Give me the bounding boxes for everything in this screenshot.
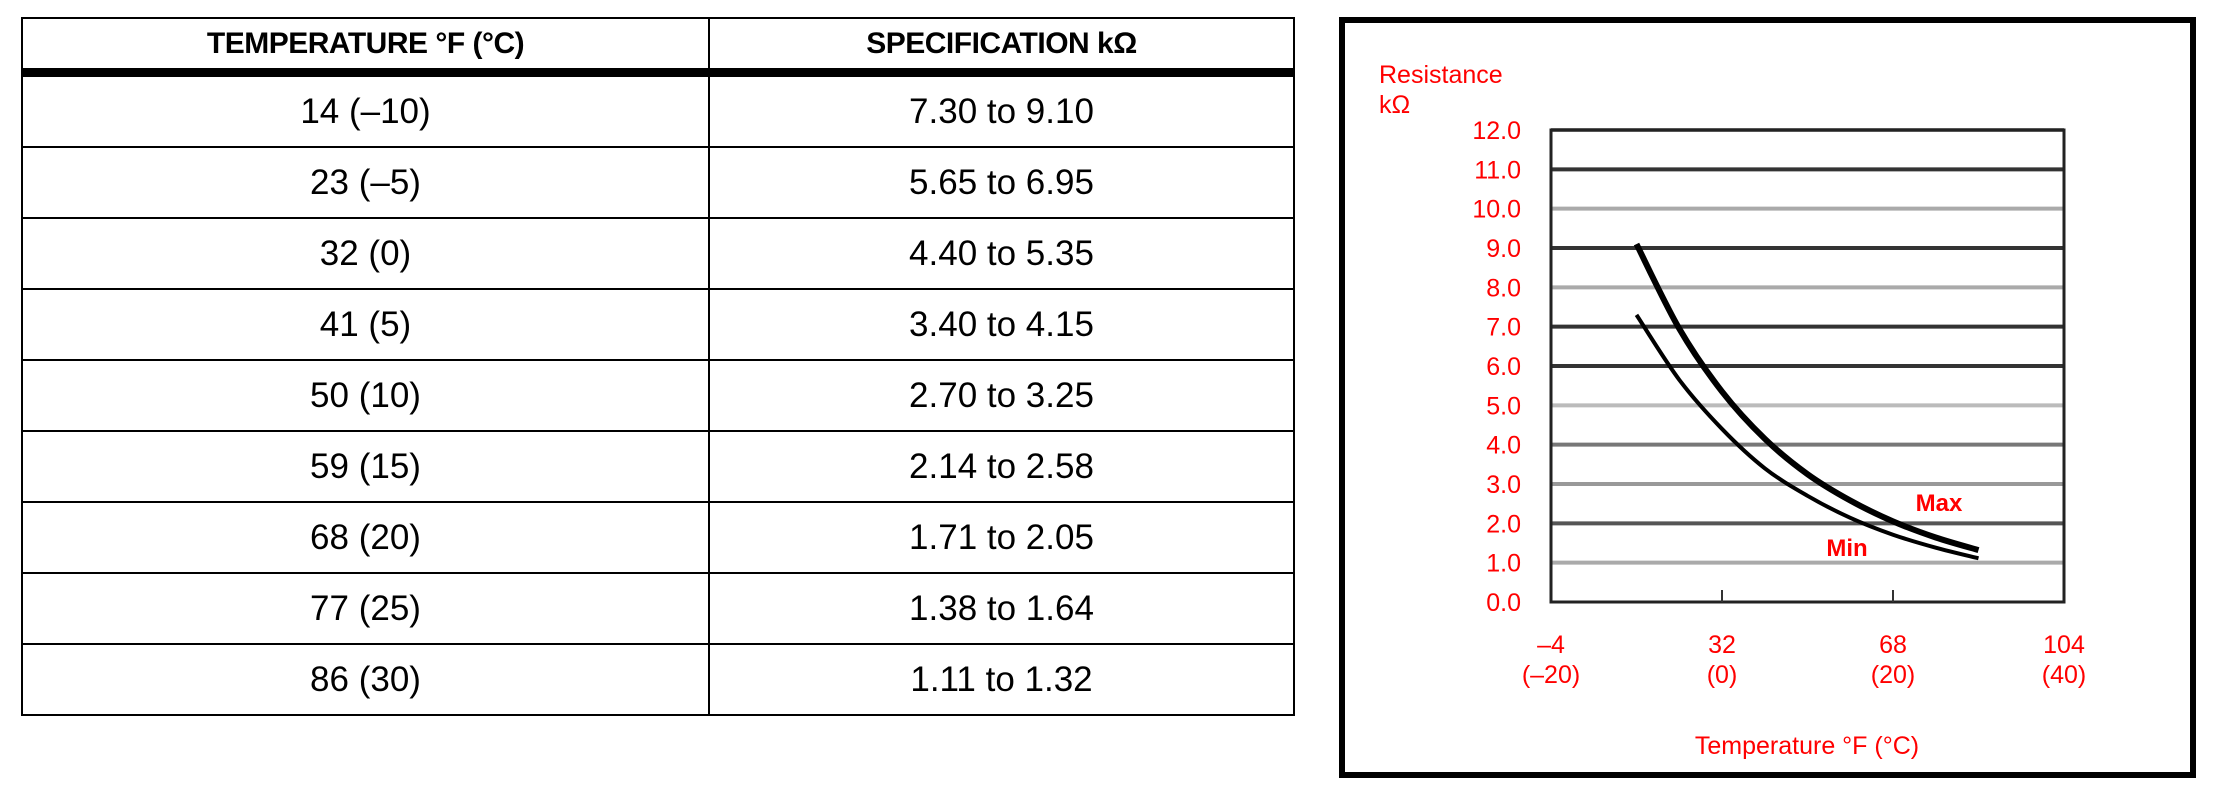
x-tick-label-c: (–20) xyxy=(1522,661,1580,689)
series-label-min: Min xyxy=(1826,535,1867,562)
plot-area xyxy=(1549,128,2066,604)
y-tick-label: 2.0 xyxy=(1486,510,1521,538)
temperature-cell: 50 (10) xyxy=(21,359,710,432)
x-tick-label-f: 68 xyxy=(1879,631,1907,659)
y-tick-label: 8.0 xyxy=(1486,274,1521,302)
y-tick-label: 12.0 xyxy=(1472,117,1521,145)
table-row: 50 (10) 2.70 to 3.25 xyxy=(21,359,1295,432)
specification-cell: 1.11 to 1.32 xyxy=(708,643,1295,716)
y-axis-unit: kΩ xyxy=(1379,91,1410,119)
x-tick-label-c: (20) xyxy=(1871,661,1915,689)
specification-cell: 7.30 to 9.10 xyxy=(708,71,1295,148)
chart-svg: 0.0 1.0 2.0 3.0 4.0 5.0 6.0 7.0 8.0 9.0 10.0 11.0 12… xyxy=(1379,61,2086,760)
y-tick-label: 6.0 xyxy=(1486,353,1521,381)
header-specification: SPECIFICATION kΩ xyxy=(708,17,1295,77)
resistance-chart: 0.0 1.0 2.0 3.0 4.0 5.0 6.0 7.0 8.0 9.0 10.0 11.0 12… xyxy=(1339,17,2196,778)
specification-cell: 1.38 to 1.64 xyxy=(708,572,1295,645)
table-row: 23 (–5) 5.65 to 6.95 xyxy=(21,146,1295,219)
specification-cell: 3.40 to 4.15 xyxy=(708,288,1295,361)
y-tick-label: 9.0 xyxy=(1486,235,1521,263)
table-row: 41 (5) 3.40 to 4.15 xyxy=(21,288,1295,361)
table-header-row: TEMPERATURE °F (°C) SPECIFICATION kΩ xyxy=(21,17,1295,77)
y-tick-label: 0.0 xyxy=(1486,589,1521,617)
specification-cell: 4.40 to 5.35 xyxy=(708,217,1295,290)
specification-cell: 2.70 to 3.25 xyxy=(708,359,1295,432)
x-axis-label: Temperature °F (°C) xyxy=(1695,732,1919,760)
y-tick-label: 5.0 xyxy=(1486,392,1521,420)
table-row: 32 (0) 4.40 to 5.35 xyxy=(21,217,1295,290)
table-row: 77 (25) 1.38 to 1.64 xyxy=(21,572,1295,645)
specification-cell: 1.71 to 2.05 xyxy=(708,501,1295,574)
curve-max xyxy=(1633,242,1980,553)
temperature-cell: 77 (25) xyxy=(21,572,710,645)
specification-table: TEMPERATURE °F (°C) SPECIFICATION kΩ 14 … xyxy=(21,17,1295,716)
x-tick-label-f: 104 xyxy=(2043,631,2085,659)
x-tick-label-c: (40) xyxy=(2042,661,2086,689)
y-tick-label: 10.0 xyxy=(1472,196,1521,224)
table-row: 59 (15) 2.14 to 2.58 xyxy=(21,430,1295,503)
temperature-cell: 86 (30) xyxy=(21,643,710,716)
table-row: 14 (–10) 7.30 to 9.10 xyxy=(21,71,1295,148)
y-axis-label: Resistance xyxy=(1379,61,1503,89)
specification-cell: 2.14 to 2.58 xyxy=(708,430,1295,503)
temperature-cell: 41 (5) xyxy=(21,288,710,361)
header-temperature: TEMPERATURE °F (°C) xyxy=(21,17,710,77)
temperature-cell: 59 (15) xyxy=(21,430,710,503)
temperature-cell: 32 (0) xyxy=(21,217,710,290)
y-tick-label: 3.0 xyxy=(1486,471,1521,499)
x-tick-label-c: (0) xyxy=(1707,661,1738,689)
temperature-cell: 23 (–5) xyxy=(21,146,710,219)
series-label-max: Max xyxy=(1916,490,1963,517)
table-row: 86 (30) 1.11 to 1.32 xyxy=(21,643,1295,716)
y-tick-label: 11.0 xyxy=(1474,156,1521,184)
x-tick-label-f: –4 xyxy=(1537,631,1565,659)
curve-min xyxy=(1634,313,1979,561)
y-tick-label: 7.0 xyxy=(1486,314,1521,342)
table-row: 68 (20) 1.71 to 2.05 xyxy=(21,501,1295,574)
y-tick-label: 4.0 xyxy=(1486,432,1521,460)
temperature-cell: 68 (20) xyxy=(21,501,710,574)
y-tick-label: 1.0 xyxy=(1486,550,1521,578)
x-tick-label-f: 32 xyxy=(1708,631,1736,659)
specification-cell: 5.65 to 6.95 xyxy=(708,146,1295,219)
temperature-cell: 14 (–10) xyxy=(21,71,710,148)
